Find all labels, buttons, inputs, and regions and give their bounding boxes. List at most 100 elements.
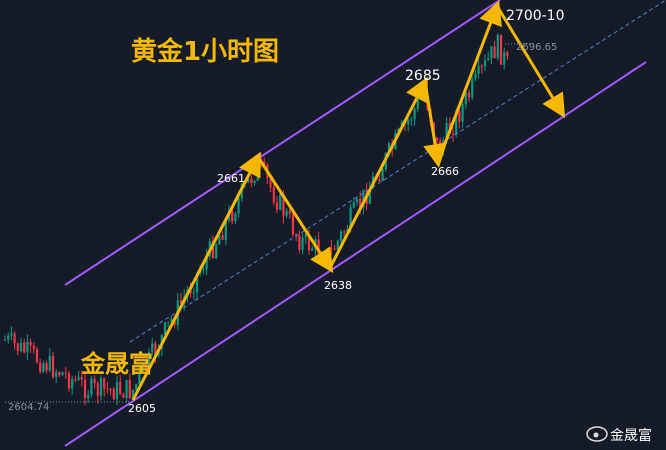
watermark: 金晟富 <box>80 350 153 378</box>
candle-body <box>496 34 499 59</box>
candle-body <box>71 379 74 389</box>
candle-body <box>119 381 122 394</box>
candle-body <box>461 104 464 122</box>
candle-body <box>288 210 291 214</box>
candle-body <box>16 343 19 352</box>
candle-body <box>410 119 413 121</box>
candle-body <box>151 343 154 352</box>
candle-body <box>279 194 282 210</box>
candle-body <box>135 383 138 390</box>
candle-body <box>35 348 39 363</box>
candle-body <box>179 300 183 304</box>
candle-body <box>29 342 32 346</box>
candle-body <box>282 194 285 216</box>
candle-body <box>490 46 493 59</box>
candle-body <box>301 237 304 251</box>
candle-body <box>215 244 218 258</box>
candle-body <box>458 111 461 122</box>
candle-body <box>311 248 314 251</box>
wave-label: 2700-10 <box>506 8 565 24</box>
candle-body <box>407 119 410 125</box>
candle-body <box>138 372 141 384</box>
candle-body <box>163 322 167 335</box>
candle-body <box>103 378 106 389</box>
candle-body <box>295 234 298 236</box>
candle-body <box>45 363 48 371</box>
candle-body <box>106 388 109 390</box>
candle-body <box>99 378 103 396</box>
candle-body <box>202 269 205 271</box>
candle-body <box>55 372 58 378</box>
brand-icon <box>593 432 599 438</box>
candle-body <box>506 52 509 56</box>
upper-channel <box>64 0 501 286</box>
candle-body <box>343 231 346 233</box>
candle-body <box>125 379 128 398</box>
candle-body <box>416 98 419 110</box>
candle-body <box>352 202 355 208</box>
candle-body <box>170 319 173 322</box>
candle-body <box>474 73 477 80</box>
candle-body <box>83 379 87 399</box>
candle-body <box>19 342 23 352</box>
candle-body <box>87 394 90 399</box>
candle-body <box>32 345 35 349</box>
candle-body <box>483 60 487 67</box>
candle-body <box>359 198 362 208</box>
candle-body <box>39 362 42 372</box>
wave-label: 2605 <box>128 402 156 415</box>
candle-body <box>487 58 490 61</box>
candle-body <box>304 233 307 238</box>
candle-body <box>503 52 506 65</box>
candle-body <box>336 240 339 250</box>
wave-label: 2661 <box>217 172 245 185</box>
candle-body <box>42 363 45 372</box>
candle-body <box>90 378 93 395</box>
candle-body <box>471 79 474 97</box>
candle-body <box>112 389 115 400</box>
candle-body <box>381 169 384 182</box>
candle-body <box>455 111 458 135</box>
candle-body <box>26 342 29 353</box>
candle-body <box>368 188 371 205</box>
candle-body <box>64 372 67 374</box>
candle-body <box>154 343 157 356</box>
candle-body <box>77 376 80 381</box>
candle-body <box>339 231 343 241</box>
candle-body <box>122 393 125 398</box>
wave-thin <box>329 81 426 269</box>
candle-body <box>333 248 336 250</box>
wave-arrow <box>256 156 334 274</box>
wave-arrow <box>436 0 502 163</box>
candle-body <box>23 342 26 353</box>
candle-body <box>499 34 503 65</box>
candle-body <box>234 213 237 222</box>
candle-body <box>419 97 423 99</box>
candle-body <box>464 92 467 105</box>
candle-body <box>291 213 295 235</box>
candle-body <box>13 333 16 344</box>
footer-brand: 金晟富 <box>586 426 652 444</box>
title: 黄金1小时图 <box>131 36 279 67</box>
candle-body <box>224 220 227 240</box>
candle-body <box>189 290 192 294</box>
candle-body <box>211 241 215 258</box>
candle-body <box>109 388 112 390</box>
candle-body <box>349 207 352 230</box>
candle-body <box>467 92 471 97</box>
wave-arrow <box>495 5 566 119</box>
candle-body <box>141 363 144 373</box>
candle-body <box>237 197 240 214</box>
candle-body <box>3 339 7 341</box>
candle-body <box>7 335 10 340</box>
candle-body <box>355 198 359 203</box>
candle-body <box>131 389 135 398</box>
candle-body <box>263 161 266 165</box>
candle-body <box>285 210 288 216</box>
candle-body <box>275 202 279 210</box>
candle-body <box>423 93 426 98</box>
candle-body <box>330 247 333 249</box>
wave-label: 2685 <box>405 68 441 84</box>
